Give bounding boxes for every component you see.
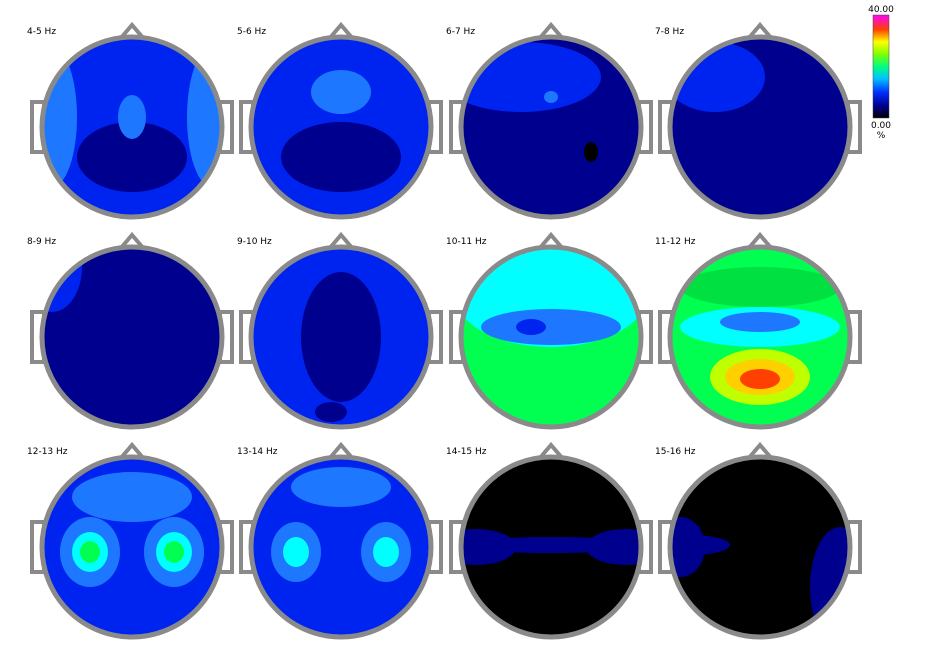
head-outline [39,244,225,430]
head-outline [248,244,434,430]
head-outline [248,454,434,640]
head-outline [248,34,434,220]
colorbar [872,14,890,119]
colorbar-unit: % [877,131,886,141]
colorbar-max: 40.00 [868,5,894,15]
panel-label: 10-11 Hz [446,237,487,247]
panel-label: 9-10 Hz [237,237,272,247]
panel-label: 11-12 Hz [655,237,696,247]
head-outline [667,244,853,430]
topomap [239,231,443,430]
topomap [658,441,862,640]
scalp-map [42,247,222,427]
head-outline [458,34,644,220]
scalp-map [670,457,850,637]
panel-label: 6-7 Hz [446,27,475,37]
topomap [30,441,234,640]
head-outline [667,454,853,640]
scalp-map [42,37,222,217]
scalp-map [461,247,641,427]
topomap [449,231,653,430]
panel-label: 14-15 Hz [446,447,487,457]
scalp-map [670,37,850,217]
head-outline [458,454,644,640]
head-outline [667,34,853,220]
head-outline [39,454,225,640]
topomap [449,21,653,220]
scalp-map [42,457,222,637]
topomap [239,441,443,640]
panel-label: 13-14 Hz [237,447,278,457]
scalp-map [461,457,641,637]
topomap [30,231,234,430]
topomap [239,21,443,220]
panel-label: 15-16 Hz [655,447,696,457]
panel-label: 4-5 Hz [27,27,56,37]
colorbar-min: 0.00 [871,121,891,131]
topomap [658,231,862,430]
topomap [658,21,862,220]
scalp-map [670,247,850,427]
scalp-map [251,247,431,427]
panel-label: 12-13 Hz [27,447,68,457]
panel-label: 7-8 Hz [655,27,684,37]
scalp-map [251,37,431,217]
head-outline [458,244,644,430]
panel-label: 5-6 Hz [237,27,266,37]
panel-label: 8-9 Hz [27,237,56,247]
topomap [30,21,234,220]
head-outline [39,34,225,220]
topomap [449,441,653,640]
scalp-map [461,37,641,217]
scalp-map [251,457,431,637]
